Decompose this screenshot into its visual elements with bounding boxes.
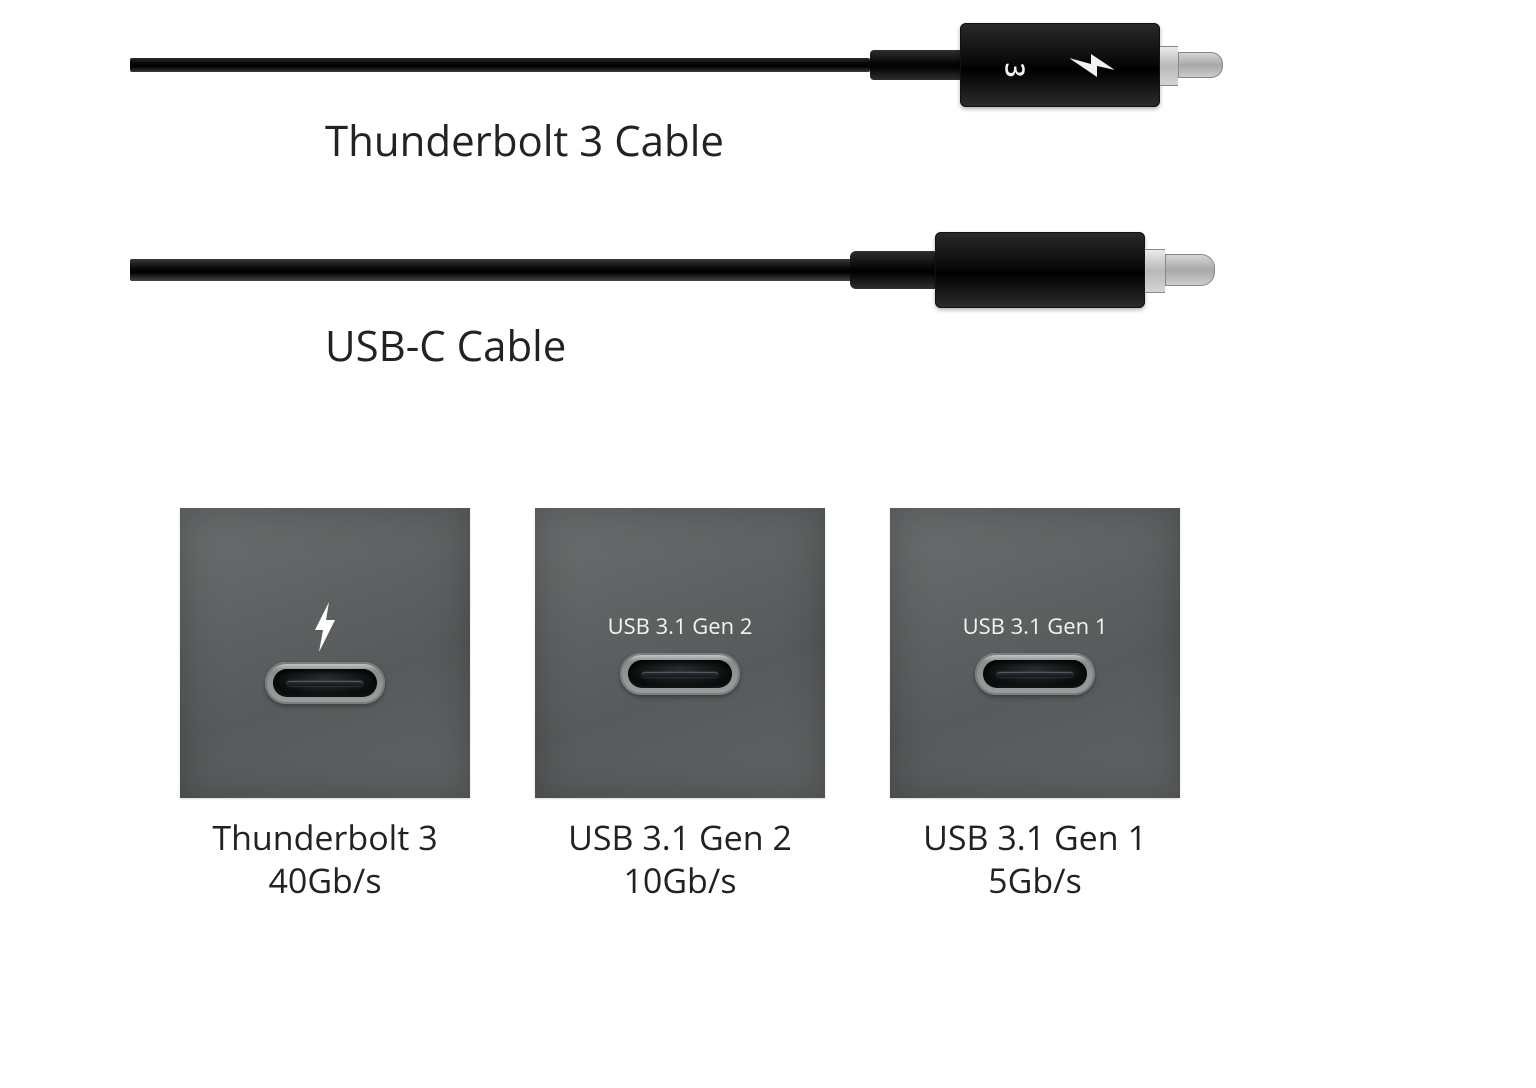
diagram-canvas: 3 Thunderbolt 3 Cable USB-C Cable [0, 0, 1536, 1088]
port-tiles-row: Thunderbolt 3 40Gb/s USB 3.1 Gen 2 USB 3… [180, 508, 1180, 901]
cable-connector-body [960, 23, 1160, 107]
port-caption-line1: Thunderbolt 3 [212, 814, 437, 860]
cable-strain [870, 50, 965, 80]
cable-wire [130, 259, 860, 281]
usb-c-port-icon [265, 662, 385, 704]
port-caption-line2: 40Gb/s [268, 857, 381, 903]
cable-usbc [130, 225, 1200, 315]
thunderbolt-number-mark: 3 [997, 63, 1033, 78]
port-caption-usb31gen2: USB 3.1 Gen 2 10Gb/s [568, 816, 792, 901]
cable-caption-usbc: USB-C Cable [325, 317, 566, 374]
port-tile-usb31gen1: USB 3.1 Gen 1 [890, 508, 1180, 798]
port-tile-label: USB 3.1 Gen 2 [608, 611, 753, 637]
cable-plug-tip [1178, 52, 1223, 78]
cable-plug-tip [1165, 254, 1215, 286]
cable-thunderbolt-row: 3 Thunderbolt 3 Cable [130, 20, 1200, 110]
cable-wire [130, 58, 870, 72]
port-tile-thunderbolt3 [180, 508, 470, 798]
port-caption-usb31gen1: USB 3.1 Gen 1 5Gb/s [923, 816, 1147, 901]
thunderbolt-bolt-icon [1070, 40, 1114, 90]
port-caption-line2: 10Gb/s [623, 857, 736, 903]
thunderbolt-bolt-icon [311, 602, 339, 652]
port-tile-label: USB 3.1 Gen 1 [963, 611, 1108, 637]
port-caption-line1: USB 3.1 Gen 1 [923, 814, 1147, 860]
cable-metal-shell [1160, 46, 1178, 86]
cable-caption-thunderbolt: Thunderbolt 3 Cable [325, 112, 724, 169]
cable-metal-shell [1145, 249, 1165, 293]
port-tile-usb31gen2: USB 3.1 Gen 2 [535, 508, 825, 798]
port-caption-thunderbolt3: Thunderbolt 3 40Gb/s [212, 816, 437, 901]
port-col-thunderbolt3: Thunderbolt 3 40Gb/s [180, 508, 470, 901]
port-col-usb31gen1: USB 3.1 Gen 1 USB 3.1 Gen 1 5Gb/s [890, 508, 1180, 901]
cable-thunderbolt: 3 [130, 20, 1200, 110]
usb-c-port-icon [975, 653, 1095, 695]
cable-connector-body [935, 232, 1145, 308]
cable-strain [850, 251, 940, 289]
usb-c-port-icon [620, 653, 740, 695]
port-col-usb31gen2: USB 3.1 Gen 2 USB 3.1 Gen 2 10Gb/s [535, 508, 825, 901]
port-caption-line1: USB 3.1 Gen 2 [568, 814, 792, 860]
cable-usbc-row: USB-C Cable [130, 225, 1200, 315]
port-caption-line2: 5Gb/s [988, 857, 1082, 903]
